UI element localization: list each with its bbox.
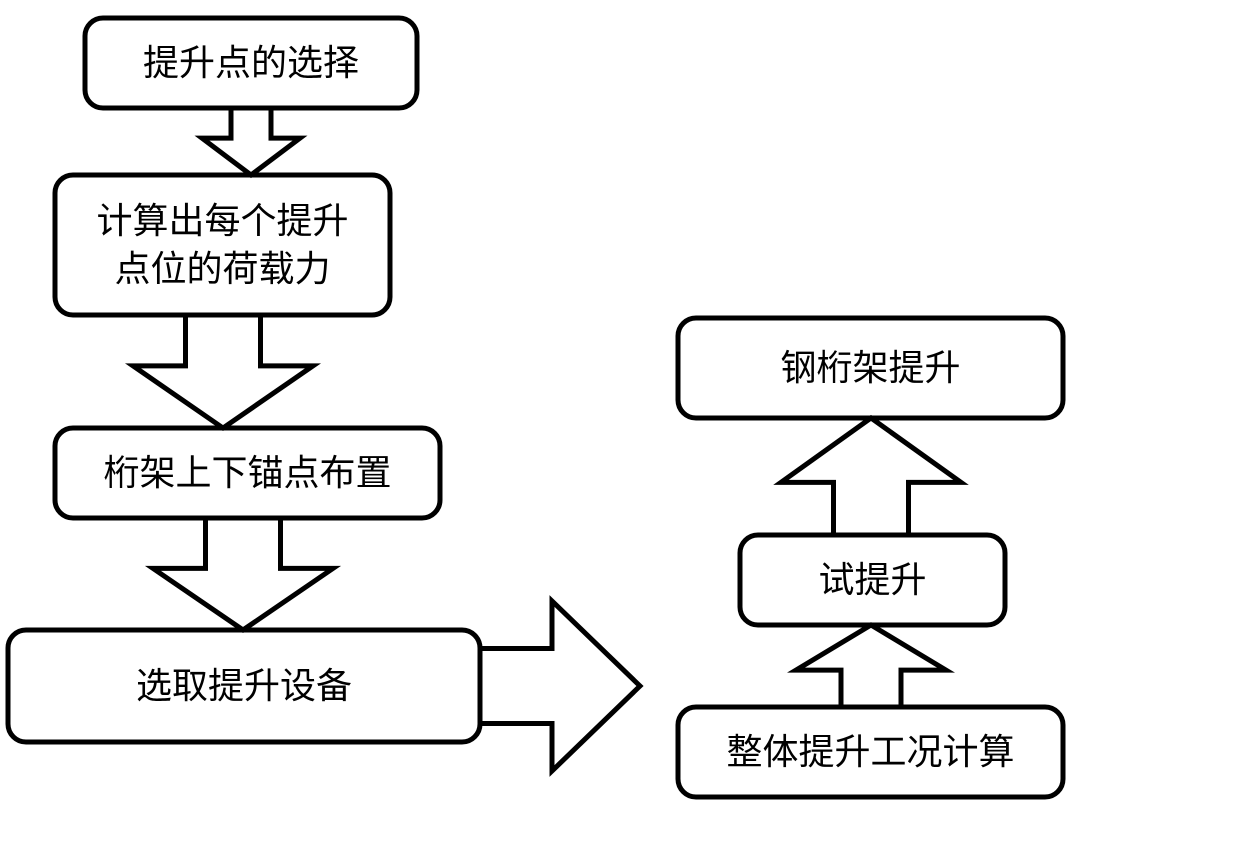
flow-node-label: 桁架上下锚点布置	[103, 453, 391, 493]
flow-node-label: 计算出每个提升	[96, 201, 348, 241]
flow-node-label: 钢桁架提升	[780, 348, 960, 388]
flow-node-label: 整体提升工况计算	[726, 732, 1014, 772]
flow-node-label: 试提升	[818, 560, 926, 600]
flow-node-label: 点位的荷载力	[114, 249, 330, 289]
flow-node-label: 提升点的选择	[143, 43, 359, 83]
flowchart-canvas: 提升点的选择计算出每个提升点位的荷载力桁架上下锚点布置选取提升设备整体提升工况计…	[0, 0, 1240, 849]
flow-node-label: 选取提升设备	[136, 666, 352, 706]
